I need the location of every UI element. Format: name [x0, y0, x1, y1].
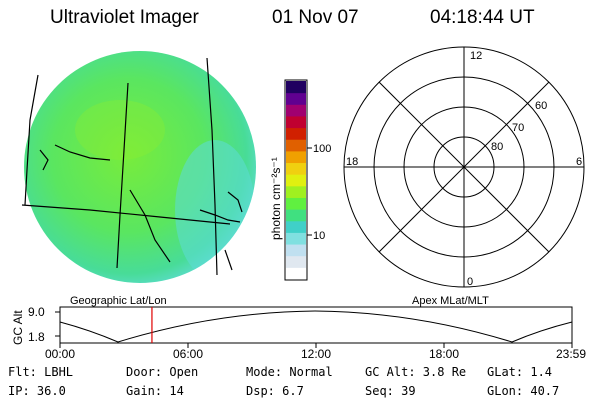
geographic-caption: Geographic Lat/Lon: [70, 295, 167, 307]
colorbar: 100 10 photon cm⁻²s⁻¹: [269, 79, 331, 281]
altitude-xtick-label: 18:00: [429, 347, 459, 361]
page-title: Ultraviolet Imager: [50, 7, 199, 28]
polar-lat-80: 80: [491, 141, 503, 153]
observation-time: 04:18:44 UT: [430, 7, 535, 28]
colorbar-unit-label: photon cm⁻²s⁻¹: [269, 157, 283, 240]
apex-caption: Apex MLat/MLT: [412, 295, 489, 307]
uv-image-disk: [24, 51, 256, 283]
colorbar-band: [286, 197, 306, 210]
colorbar-band: [286, 150, 306, 164]
polar-mlt-6: 6: [576, 156, 582, 168]
altitude-xtick-label: 12:00: [301, 347, 331, 361]
mode-info: Mode: Normal: [246, 365, 333, 379]
colorbar-band: [286, 92, 306, 105]
colorbar-label-100: 100: [313, 143, 331, 155]
observation-date: 01 Nov 07: [272, 7, 359, 28]
colorbar-bands: [286, 81, 306, 280]
polar-lat-70: 70: [512, 122, 524, 134]
glat-info: GLat: 1.4: [487, 365, 553, 379]
altitude-plot: [55, 306, 573, 348]
colorbar-band: [286, 139, 306, 152]
colorbar-band: [286, 255, 306, 268]
altitude-ytick-low: 1.8: [28, 330, 45, 344]
colorbar-band: [286, 185, 306, 198]
polar-mlt-12: 12: [470, 50, 482, 62]
colorbar-band: [286, 209, 306, 222]
dsp-info: Dsp: 6.7: [246, 384, 304, 398]
altitude-xtick-label: 23:59: [556, 347, 586, 361]
polar-lat-60: 60: [535, 100, 547, 112]
colorbar-band: [286, 174, 306, 187]
altitude-xtick-label: 00:00: [45, 347, 75, 361]
colorbar-band: [286, 127, 306, 140]
colorbar-band: [286, 244, 306, 257]
gain-info: Gain: 14: [126, 384, 184, 398]
altitude-ytick-high: 9.0: [28, 305, 45, 319]
altitude-curve: [59, 310, 573, 343]
colorbar-band: [286, 81, 306, 94]
colorbar-band: [286, 104, 306, 117]
gc-alt-info: GC Alt: 3.8 Re: [365, 365, 467, 379]
colorbar-band: [286, 232, 306, 245]
door-info: Door: Open: [126, 365, 199, 379]
glon-info: GLon: 40.7: [487, 384, 560, 398]
seq-info: Seq: 39: [365, 384, 416, 398]
altitude-xtick-label: 06:00: [173, 347, 203, 361]
ip-info: IP: 36.0: [8, 384, 66, 398]
colorbar-band: [286, 162, 306, 175]
polar-plot: [343, 46, 585, 288]
flight-info: Flt: LBHL: [8, 365, 74, 379]
colorbar-label-10: 10: [313, 230, 325, 242]
colorbar-band: [286, 267, 306, 280]
polar-mlt-18: 18: [346, 156, 358, 168]
geographic-lines: [21, 57, 243, 276]
altitude-ylabel: GC Alt: [11, 310, 25, 345]
colorbar-band: [286, 115, 306, 129]
polar-mlt-0: 0: [467, 276, 473, 288]
colorbar-band: [286, 220, 306, 233]
